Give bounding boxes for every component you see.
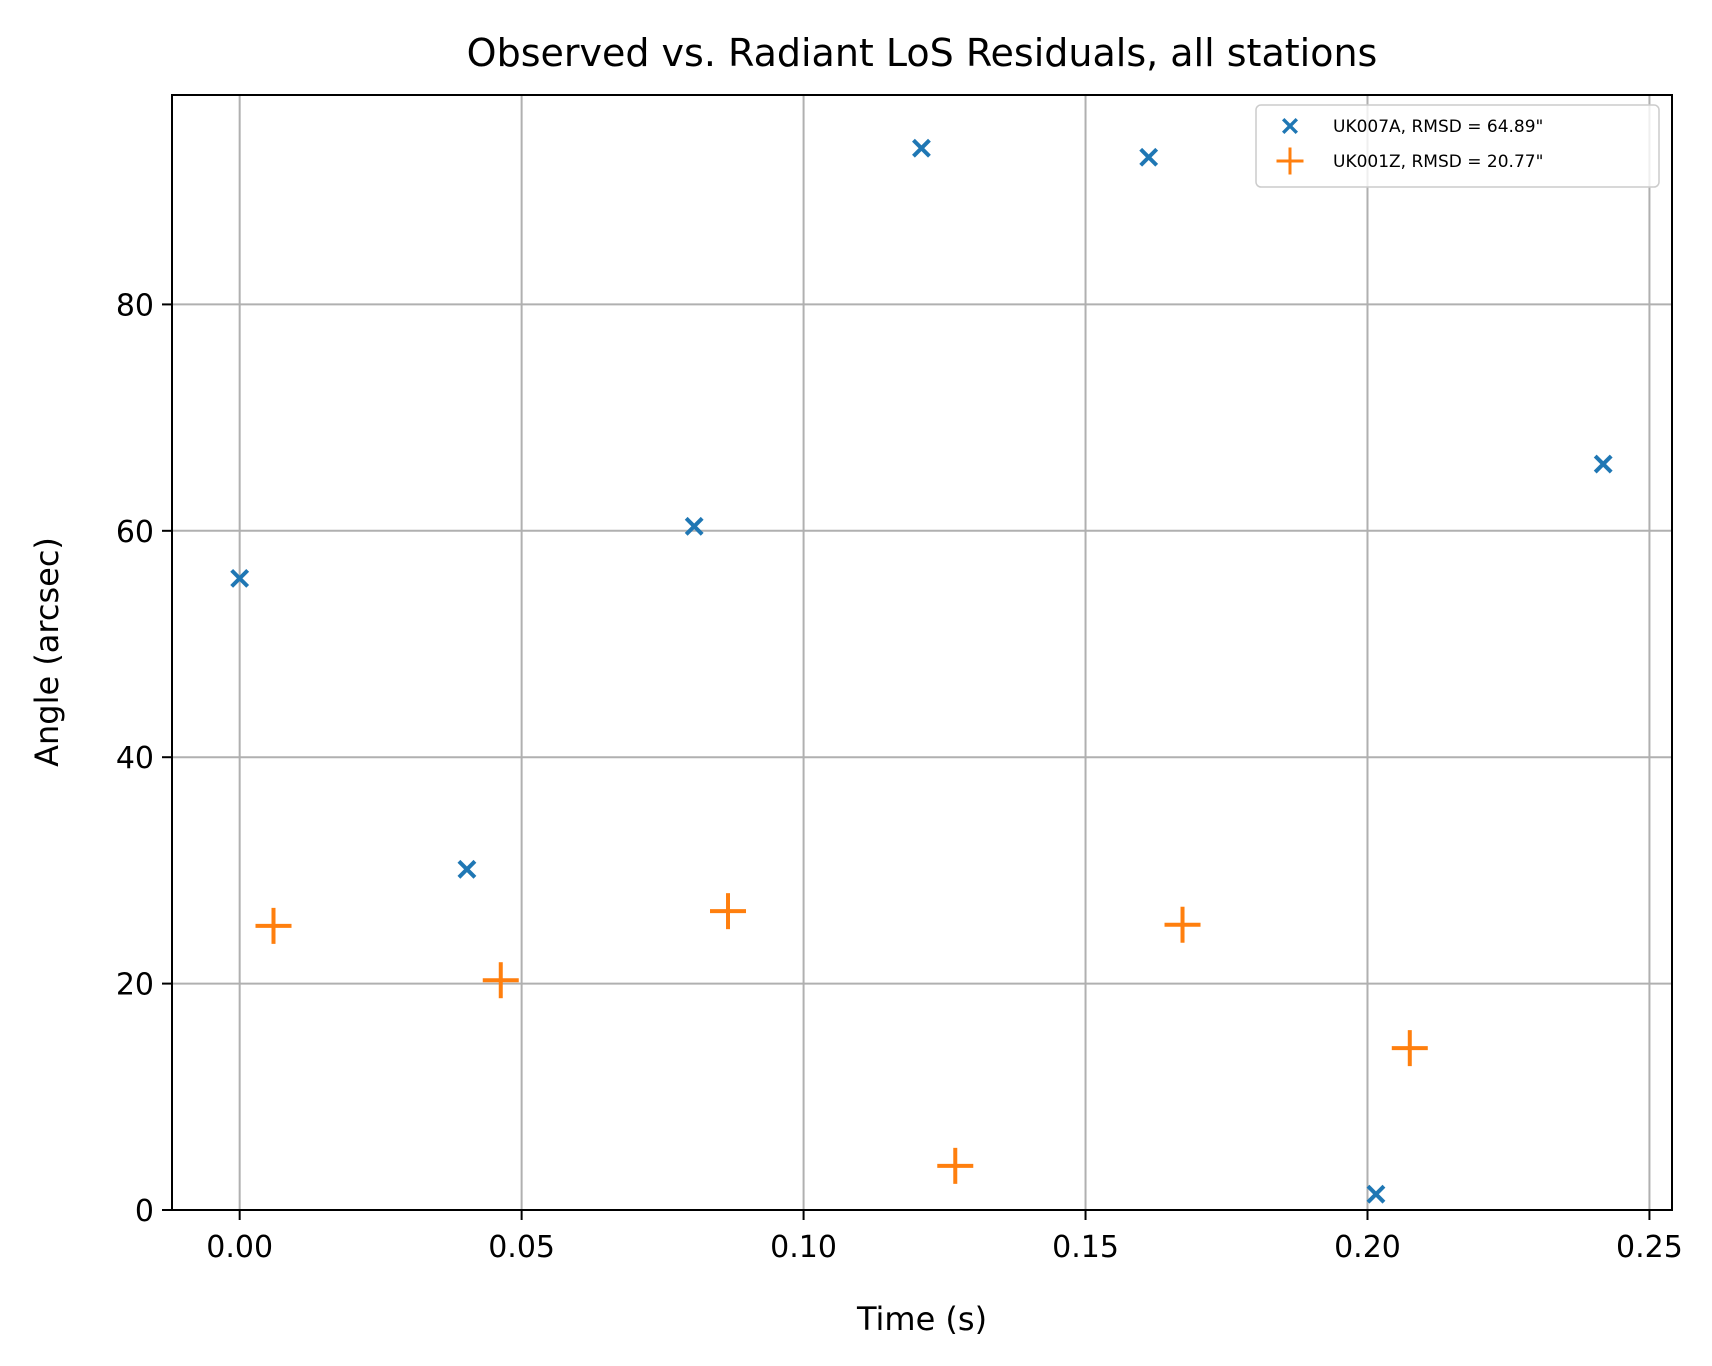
data-point-x-marker	[1366, 1184, 1386, 1204]
x-tick-label: 0.15	[1052, 1230, 1119, 1265]
y-tick-label: 40	[116, 741, 154, 776]
data-point-x-marker	[684, 516, 704, 536]
x-tick-label: 0.00	[206, 1230, 273, 1265]
y-tick-label: 20	[116, 968, 154, 1003]
legend-box	[1255, 104, 1660, 188]
x-tick-label: 0.10	[770, 1230, 837, 1265]
y-tick-label: 0	[135, 1194, 154, 1229]
plot-area	[172, 95, 1672, 1210]
legend-label: UK007A, RMSD = 64.89"	[1333, 117, 1543, 137]
x-tick-label: 0.05	[488, 1230, 555, 1265]
legend: UK007A, RMSD = 64.89" UK001Z, RMSD = 20.7…	[1255, 104, 1660, 188]
data-point-x-marker	[912, 138, 931, 158]
data-point-x-marker	[1593, 454, 1613, 474]
plot-frame	[171, 94, 1673, 1211]
data-points	[230, 138, 1613, 1204]
data-point-x-marker	[230, 568, 250, 588]
y-tick-label: 60	[116, 515, 154, 550]
y-tick-label: 80	[116, 288, 154, 323]
data-point-plus-marker	[1391, 1030, 1428, 1067]
legend-marker-x	[1281, 117, 1299, 135]
x-tick-label: 0.20	[1334, 1230, 1401, 1265]
data-point-x-marker	[457, 859, 477, 879]
data-point-plus-marker	[482, 962, 519, 999]
legend-label: UK001Z, RMSD = 20.77"	[1333, 152, 1543, 172]
x-axis-label: Time (s)	[856, 1300, 987, 1338]
x-tick-label: 0.25	[1616, 1230, 1683, 1265]
data-point-plus-marker	[710, 893, 747, 930]
data-point-x-marker	[1139, 147, 1159, 167]
data-point-plus-marker	[1164, 906, 1201, 943]
axis-ticks: 0.00 0.05 0.10 0.15 0.20 0.25 0 20 40 60 80	[116, 288, 1683, 1265]
chart-title: Observed vs. Radiant LoS Residuals, all …	[467, 31, 1378, 75]
data-point-plus-marker	[255, 907, 292, 944]
grid	[172, 95, 1672, 1211]
legend-marker-plus	[1276, 147, 1304, 175]
data-point-plus-marker	[937, 1147, 974, 1184]
y-axis-label: Angle (arcsec)	[28, 537, 66, 767]
